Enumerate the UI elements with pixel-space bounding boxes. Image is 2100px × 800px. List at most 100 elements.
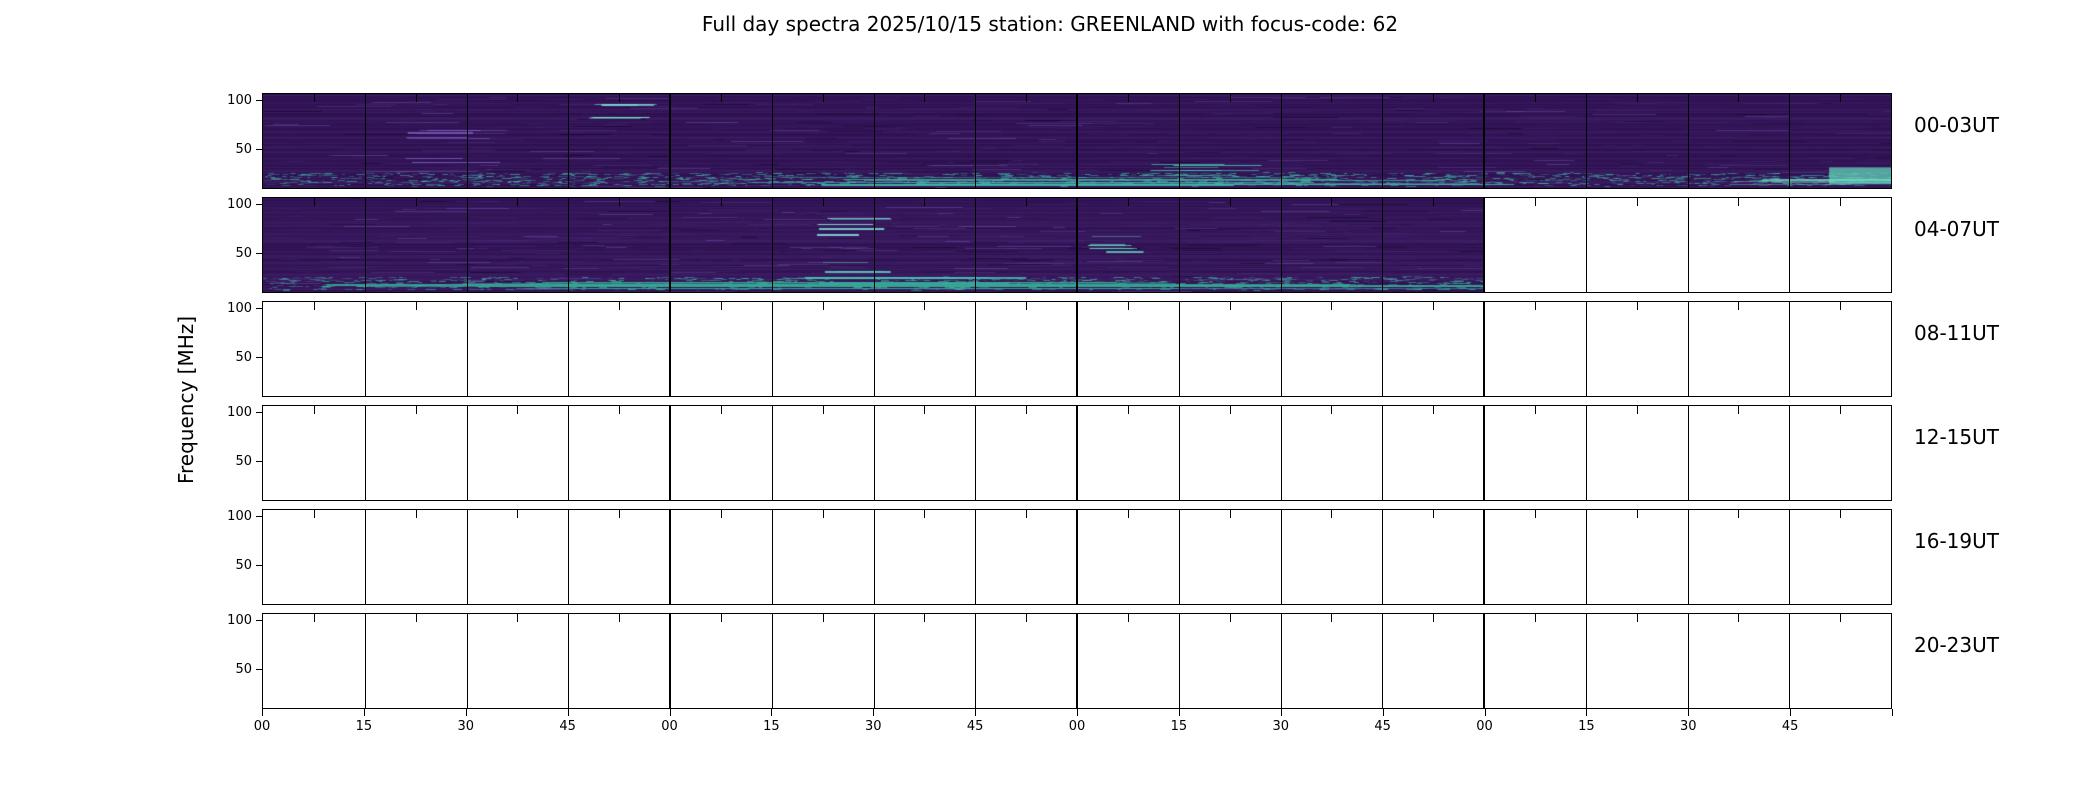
x-tick-mark bbox=[873, 709, 875, 716]
segment-top-tick bbox=[313, 406, 315, 414]
segment-top-tick bbox=[1738, 510, 1740, 518]
segment-boundary-line bbox=[873, 614, 875, 708]
row-time-range-label: 16-19UT bbox=[1914, 529, 1999, 553]
x-tick-label: 00 bbox=[1068, 719, 1086, 734]
y-tick-mark bbox=[256, 564, 262, 566]
row-time-range-label: 04-07UT bbox=[1914, 217, 1999, 241]
y-tick-mark bbox=[256, 460, 262, 462]
segment-top-tick bbox=[822, 406, 824, 414]
segment-boundary-line bbox=[1789, 302, 1791, 396]
segment-boundary-line bbox=[1076, 94, 1078, 188]
x-tick-mark bbox=[771, 709, 773, 716]
x-tick-label: 30 bbox=[1272, 719, 1290, 734]
x-tick-mark bbox=[1892, 709, 1893, 716]
segment-boundary-line bbox=[466, 614, 468, 708]
x-tick-label: 15 bbox=[1170, 719, 1188, 734]
segment-boundary-line bbox=[364, 198, 366, 292]
segment-top-tick bbox=[619, 198, 621, 206]
segment-top-tick bbox=[720, 198, 722, 206]
segment-boundary-line bbox=[1178, 510, 1180, 604]
segment-boundary-line bbox=[873, 510, 875, 604]
segment-top-tick bbox=[415, 614, 417, 622]
segment-top-tick bbox=[1331, 302, 1333, 310]
segment-top-tick bbox=[1840, 302, 1842, 310]
segment-boundary-line bbox=[1687, 198, 1689, 292]
y-tick-mark bbox=[256, 515, 262, 517]
segment-top-tick bbox=[1840, 510, 1842, 518]
segment-top-tick bbox=[313, 302, 315, 310]
segment-top-tick bbox=[924, 406, 926, 414]
segment-boundary-line bbox=[1178, 406, 1180, 500]
spectrogram-panel bbox=[262, 405, 1892, 501]
segment-top-tick bbox=[1026, 302, 1028, 310]
segment-boundary-line bbox=[1687, 614, 1689, 708]
x-tick-mark bbox=[1790, 709, 1792, 716]
y-tick-mark bbox=[256, 411, 262, 413]
segment-boundary-line bbox=[1483, 302, 1485, 396]
y-tick-label: 100 bbox=[227, 92, 252, 108]
segment-top-tick bbox=[1636, 302, 1638, 310]
y-tick-label: 50 bbox=[235, 661, 252, 677]
segment-top-tick bbox=[720, 406, 722, 414]
segment-boundary-line bbox=[1382, 198, 1384, 292]
y-tick-label: 50 bbox=[235, 245, 252, 261]
y-tick-label: 50 bbox=[235, 141, 252, 157]
segment-top-tick bbox=[1026, 94, 1028, 102]
segment-top-tick bbox=[1433, 302, 1435, 310]
segment-boundary-line bbox=[466, 302, 468, 396]
segment-top-tick bbox=[1433, 94, 1435, 102]
row-time-range-label: 08-11UT bbox=[1914, 321, 1999, 345]
x-tick-mark bbox=[1382, 709, 1384, 716]
segment-top-tick bbox=[1738, 614, 1740, 622]
chart-title: Full day spectra 2025/10/15 station: GRE… bbox=[701, 12, 1399, 36]
y-tick-label: 100 bbox=[227, 404, 252, 420]
y-tick-mark bbox=[256, 668, 262, 670]
segment-boundary-line bbox=[1483, 94, 1485, 188]
y-tick-mark bbox=[256, 99, 262, 101]
segment-top-tick bbox=[619, 302, 621, 310]
x-tick-label: 15 bbox=[763, 719, 780, 734]
segment-boundary-line bbox=[1789, 510, 1791, 604]
segment-boundary-line bbox=[1585, 302, 1587, 396]
segment-top-tick bbox=[822, 302, 824, 310]
segment-top-tick bbox=[1636, 198, 1638, 206]
x-tick-label: 15 bbox=[355, 719, 373, 734]
segment-boundary-line bbox=[771, 94, 773, 188]
x-tick-mark bbox=[363, 709, 365, 716]
segment-boundary-line bbox=[568, 406, 570, 500]
segment-top-tick bbox=[1026, 406, 1028, 414]
segment-top-tick bbox=[1331, 94, 1333, 102]
x-tick-mark bbox=[1280, 709, 1282, 716]
segment-boundary-line bbox=[568, 510, 570, 604]
segment-boundary-line bbox=[1585, 510, 1587, 604]
segment-boundary-line bbox=[873, 302, 875, 396]
segment-boundary-line bbox=[1178, 198, 1180, 292]
segment-boundary-line bbox=[1789, 406, 1791, 500]
segment-boundary-line bbox=[568, 94, 570, 188]
segment-boundary-line bbox=[364, 302, 366, 396]
segment-top-tick bbox=[1534, 614, 1536, 622]
segment-top-tick bbox=[924, 94, 926, 102]
segment-top-tick bbox=[1636, 406, 1638, 414]
spectrogram-panel bbox=[262, 301, 1892, 397]
segment-boundary-line bbox=[669, 614, 671, 708]
segment-top-tick bbox=[1636, 510, 1638, 518]
segment-boundary-line bbox=[1280, 406, 1282, 500]
segment-top-tick bbox=[1026, 198, 1028, 206]
segment-top-tick bbox=[313, 198, 315, 206]
segment-boundary-line bbox=[1585, 94, 1587, 188]
row-time-range-label: 00-03UT bbox=[1914, 113, 1999, 137]
segment-boundary-line bbox=[1280, 198, 1282, 292]
segment-top-tick bbox=[720, 510, 722, 518]
x-tick-mark bbox=[975, 709, 977, 716]
segment-boundary-line bbox=[1687, 510, 1689, 604]
segment-top-tick bbox=[517, 406, 519, 414]
row-time-range-label: 20-23UT bbox=[1914, 633, 1999, 657]
segment-boundary-line bbox=[771, 614, 773, 708]
segment-top-tick bbox=[1026, 614, 1028, 622]
x-tick-mark bbox=[1688, 709, 1690, 716]
segment-boundary-line bbox=[1076, 510, 1078, 604]
y-tick-label: 100 bbox=[227, 612, 252, 628]
segment-top-tick bbox=[619, 94, 621, 102]
